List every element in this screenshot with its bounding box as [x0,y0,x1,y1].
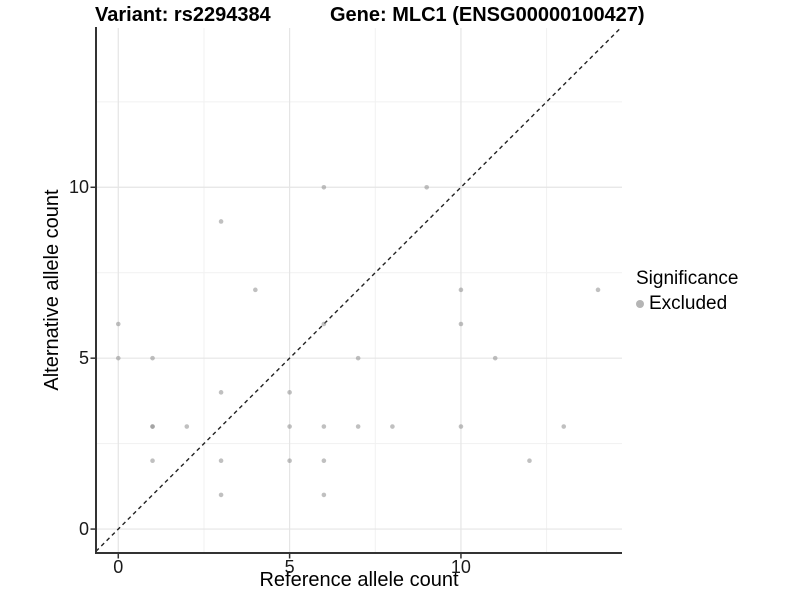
data-point [355,355,361,361]
data-point [150,458,155,464]
data-point [287,424,292,429]
data-point [184,424,190,429]
data-point [321,424,327,429]
data-point [321,458,327,464]
data-point [218,390,224,395]
data-point [321,184,327,190]
data-point [321,321,327,327]
data-point [458,287,464,293]
data-point [527,458,532,464]
data-point [287,458,292,464]
data-point [218,492,224,498]
data-point [561,424,567,429]
data-point [253,287,258,293]
data-point [150,424,155,429]
data-point [355,424,361,429]
data-point [115,355,121,361]
data-point [115,321,121,327]
data-point [595,287,601,293]
identity-reference-line [95,27,622,552]
data-point [218,219,224,224]
data-point [424,184,429,190]
data-point [218,458,224,464]
data-point [321,492,327,498]
data-point [390,424,395,429]
data-point [150,355,155,361]
data-point [492,355,498,361]
data-point [287,390,292,395]
data-point [458,424,464,429]
data-point [458,321,464,327]
